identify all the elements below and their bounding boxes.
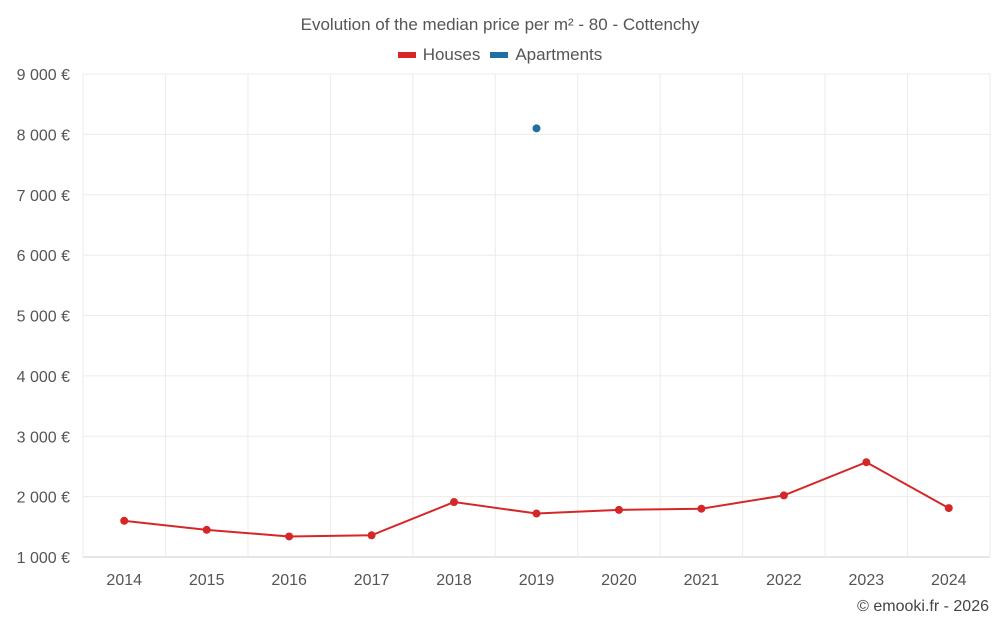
data-point-houses	[285, 532, 294, 541]
y-tick-label: 4 000 €	[17, 369, 70, 386]
chart-legend: Houses Apartments	[0, 45, 1000, 65]
data-point-houses	[779, 491, 788, 500]
chart-title: Evolution of the median price per m² - 8…	[300, 15, 700, 34]
x-tick-label: 2014	[106, 572, 142, 589]
legend-label-houses: Houses	[422, 45, 481, 64]
y-tick-label: 5 000 €	[17, 309, 70, 326]
data-point-houses	[862, 458, 871, 467]
legend-swatch-houses	[397, 52, 416, 58]
y-tick-label: 9 000 €	[17, 67, 70, 84]
x-tick-label: 2019	[519, 572, 555, 589]
y-tick-label: 2 000 €	[17, 490, 70, 507]
legend-swatch-apartments	[490, 52, 509, 58]
data-point-houses	[697, 504, 706, 513]
copyright-credit: © emooki.fr - 2026	[857, 598, 989, 615]
x-tick-label: 2016	[271, 572, 307, 589]
y-tick-label: 7 000 €	[17, 188, 70, 205]
x-tick-label: 2024	[931, 572, 967, 589]
data-point-houses	[532, 509, 541, 518]
y-tick-label: 1 000 €	[17, 550, 70, 567]
legend-item-apartments[interactable]: Apartments	[490, 45, 602, 65]
legend-item-houses[interactable]: Houses	[397, 45, 481, 65]
x-tick-label: 2021	[684, 572, 720, 589]
x-tick-label: 2022	[766, 572, 802, 589]
data-point-houses	[614, 505, 623, 514]
x-tick-label: 2017	[354, 572, 390, 589]
x-tick-label: 2023	[849, 572, 885, 589]
data-point-houses	[202, 525, 211, 534]
x-tick-label: 2020	[601, 572, 637, 589]
x-tick-label: 2015	[189, 572, 225, 589]
y-tick-label: 8 000 €	[17, 127, 70, 144]
y-tick-label: 3 000 €	[17, 429, 70, 446]
data-point-houses	[944, 504, 953, 513]
data-point-houses	[367, 531, 376, 540]
legend-label-apartments: Apartments	[515, 45, 603, 64]
data-point-houses	[120, 516, 129, 525]
y-tick-label: 6 000 €	[17, 248, 70, 265]
data-point-apartments	[532, 124, 541, 133]
x-tick-label: 2018	[436, 572, 472, 589]
data-point-houses	[450, 498, 459, 507]
